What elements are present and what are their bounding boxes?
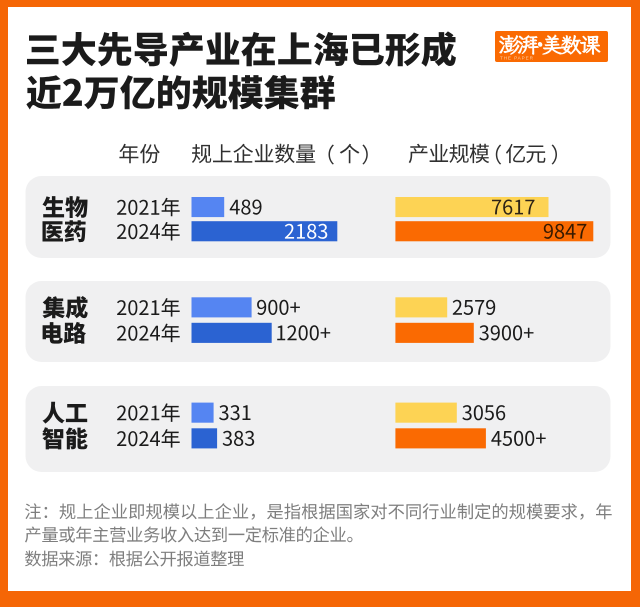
svg-text:THE PAPER: THE PAPER (500, 55, 534, 60)
